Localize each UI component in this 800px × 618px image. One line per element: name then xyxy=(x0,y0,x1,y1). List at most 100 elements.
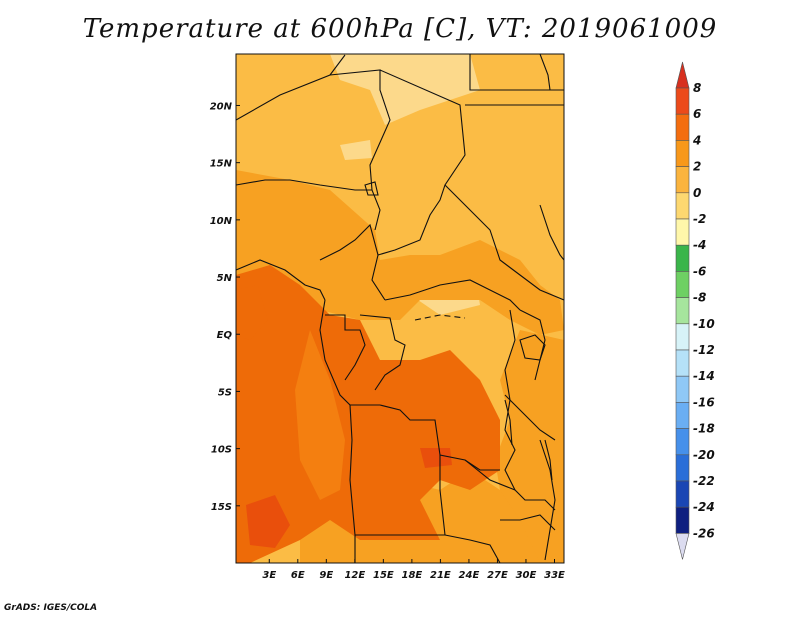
lon-tick-label: 33E xyxy=(544,570,565,581)
border-coast-southwest xyxy=(319,299,356,536)
red-sea-coast xyxy=(539,54,551,91)
temp-field-hot-gulf xyxy=(236,285,268,340)
lon-tick-label: 24E xyxy=(459,570,480,581)
lat-tick-label: 10S xyxy=(211,445,232,456)
colorbar-bottom-arrow xyxy=(675,533,690,560)
colorbar-box xyxy=(675,166,690,194)
colorbar-label: -18 xyxy=(693,422,715,436)
colorbar-label: -26 xyxy=(693,526,715,540)
colorbar-label: -4 xyxy=(693,238,706,252)
colorbar-box xyxy=(675,192,690,220)
colorbar-box xyxy=(675,244,690,272)
border-north xyxy=(236,54,346,121)
colorbar-label: 8 xyxy=(693,81,701,95)
colorbar-label: 4 xyxy=(692,133,701,147)
colorbar-box xyxy=(675,480,690,508)
colorbar-box xyxy=(675,271,690,298)
temp-field-hottest-central xyxy=(420,448,452,468)
temp-field-hottest-southwest xyxy=(246,495,290,548)
border-uganda-kenya xyxy=(519,309,546,381)
colorbar-box xyxy=(675,428,690,456)
border-niger-chad xyxy=(329,69,391,191)
lat-tick-label: 5N xyxy=(217,273,233,284)
colorbar-label: -2 xyxy=(693,212,706,226)
lon-tick-label: 27E xyxy=(487,570,508,581)
country-borders xyxy=(236,54,564,563)
colorbar-label: 2 xyxy=(693,160,701,174)
border-congo xyxy=(359,314,406,391)
border-chad-sudan xyxy=(377,69,466,256)
colorbar-label: -10 xyxy=(693,317,715,331)
colorbar-box xyxy=(675,323,690,351)
map-fill-layer xyxy=(236,54,564,563)
colorbar-label: -8 xyxy=(693,291,706,305)
colorbar-label: -22 xyxy=(693,474,715,488)
colorbar-boxes xyxy=(675,61,690,560)
lon-tick-label: 3E xyxy=(262,570,276,581)
temp-field-cooler-tongue xyxy=(295,330,345,500)
colorbar-box xyxy=(675,375,690,403)
border-tanzania xyxy=(504,394,556,441)
lake-victoria xyxy=(519,334,546,361)
colorbar-box xyxy=(675,506,690,534)
latitude-axis: 20N 15N 10N 5N EQ 5S 10S 15S xyxy=(210,101,240,513)
temp-field-warm-east-edge xyxy=(495,330,564,563)
border-zambia xyxy=(464,459,556,511)
lat-tick-label: 10N xyxy=(210,216,233,227)
colorbar-box xyxy=(675,349,690,377)
lat-tick-label: EQ xyxy=(217,330,233,341)
lon-tick-label: 15E xyxy=(373,570,394,581)
colorbar-top-arrow xyxy=(675,61,690,89)
lon-tick-label: 30E xyxy=(516,570,537,581)
lat-tick-label: 15S xyxy=(211,502,232,513)
colorbar-label: -24 xyxy=(693,500,715,514)
border-westafrica xyxy=(236,179,381,231)
lat-tick-label: 20N xyxy=(210,101,233,112)
lake-malawi xyxy=(544,439,553,481)
border-zim xyxy=(500,514,556,531)
border-nigeria-cameroon xyxy=(319,223,386,301)
lon-tick-label: 21E xyxy=(430,570,451,581)
lon-tick-label: 18E xyxy=(402,570,423,581)
colorbar-label: -12 xyxy=(693,343,715,357)
lat-tick-label: 5S xyxy=(218,387,232,398)
border-angola-north xyxy=(350,404,500,471)
border-mozambique xyxy=(539,439,556,561)
colorbar-box xyxy=(675,454,690,482)
colorbar-labels: 8 6 4 2 0 -2 -4 -6 -8 -10 -12 -14 -16 -18 -20 -22 -24 -26 xyxy=(692,81,715,540)
lat-tick-label: 15N xyxy=(210,159,233,170)
chart-title: Temperature at 600hPa [C], VT: 201906100… xyxy=(82,14,718,44)
temp-field-hot-core xyxy=(236,265,500,563)
border-coast-westafrica xyxy=(236,259,326,301)
colorbar-box xyxy=(675,402,690,429)
border-east-ethiopia xyxy=(539,204,564,261)
border-sudan-south xyxy=(444,184,564,301)
colorbar-box xyxy=(675,218,690,246)
colorbar-box xyxy=(675,297,690,325)
lon-tick-label: 9E xyxy=(319,570,333,581)
grads-credit: GrADS: IGES/COLA xyxy=(4,603,98,613)
colorbar-box xyxy=(675,87,690,115)
border-gabon xyxy=(325,314,366,381)
colorbar-label: -20 xyxy=(693,448,715,462)
border-botswana xyxy=(444,534,501,563)
plot-frame xyxy=(235,53,565,564)
lon-tick-label: 12E xyxy=(344,570,365,581)
colorbar-label: 6 xyxy=(693,107,701,121)
temp-field-light-patch xyxy=(340,140,372,160)
river-congo-dash xyxy=(414,314,466,321)
lake-chad xyxy=(364,181,379,196)
longitude-axis: 3E 6E 9E 12E 15E 18E 21E 24E 27E 30E 33E xyxy=(262,559,565,581)
temp-field-warm-west xyxy=(236,170,564,335)
border-libya-egypt xyxy=(469,54,564,91)
border-drc-east xyxy=(504,309,516,491)
colorbar-label: 0 xyxy=(693,186,701,200)
colorbar-label: -6 xyxy=(693,264,706,278)
lake-tanganyika xyxy=(504,399,513,446)
colorbar-box xyxy=(675,140,690,167)
border-car-south xyxy=(384,279,521,311)
colorbar-label: -14 xyxy=(693,369,715,383)
lon-tick-label: 6E xyxy=(291,570,305,581)
